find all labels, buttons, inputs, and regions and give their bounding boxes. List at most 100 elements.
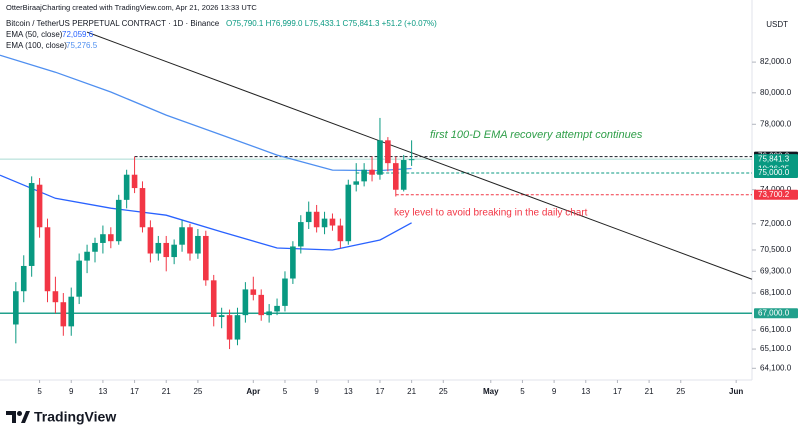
x-tick-label: 25 <box>676 387 685 396</box>
annotation: key level to avoid breaking in the daily… <box>394 208 588 219</box>
x-tick-label: 9 <box>552 387 557 396</box>
price-label-box <box>754 189 798 200</box>
candle-body <box>392 163 399 190</box>
price-label: 75,841.3 <box>758 154 790 163</box>
candle-body <box>385 140 391 164</box>
candle-body <box>258 294 265 316</box>
x-tick-label: Apr <box>246 387 260 396</box>
y-tick-label: 74,000.0 <box>760 185 792 194</box>
candle-body <box>400 160 407 190</box>
y-tick-label: 82,000.0 <box>760 57 792 66</box>
candle-body <box>282 278 288 306</box>
brand-name: TradingView <box>34 409 116 425</box>
candle-body <box>305 211 312 223</box>
y-tick-label: 68,100.0 <box>760 288 792 297</box>
x-tick-label: May <box>483 387 499 396</box>
legend-value: 75,276.5 <box>66 41 98 50</box>
candle-body <box>13 291 19 325</box>
y-tick-label: 66,100.0 <box>760 325 792 334</box>
plot-area <box>0 31 753 350</box>
candle-body <box>100 234 106 243</box>
y-tick-label: 70,500.0 <box>760 245 792 254</box>
candle-body <box>353 181 360 185</box>
candle-body <box>115 199 122 242</box>
legend-value: 72,059.6 <box>62 30 94 39</box>
candle-body <box>139 188 146 228</box>
y-tick-label: 78,000.0 <box>760 119 792 128</box>
candle-body <box>147 227 154 254</box>
candle-body <box>266 311 272 316</box>
x-tick-label: 5 <box>37 387 42 396</box>
candle-body <box>171 244 177 258</box>
attribution: OtterBiraajCharting created with Trading… <box>6 3 257 12</box>
legend-label: EMA (100, close) <box>6 41 67 50</box>
candle-body <box>203 235 209 281</box>
candle-body <box>84 251 90 261</box>
x-tick-label: 25 <box>193 387 202 396</box>
candle-body <box>321 218 328 228</box>
ohlc-readout: O75,790.1 H76,999.0 L75,433.1 C75,841.3 … <box>226 19 437 28</box>
candle-body <box>313 211 320 228</box>
x-tick-label: Jun <box>729 387 743 396</box>
price-label: 75,000.0 <box>758 168 790 177</box>
candle-body <box>20 265 27 292</box>
candle-body <box>298 222 304 247</box>
candle-body <box>369 169 375 175</box>
x-tick-label: 13 <box>581 387 590 396</box>
candle-body <box>234 315 241 340</box>
x-tick-label: 21 <box>407 387 416 396</box>
candle-body <box>155 242 162 254</box>
candle-body <box>123 174 130 200</box>
candle-body <box>108 234 114 242</box>
x-tick-label: 13 <box>98 387 107 396</box>
candle-body <box>361 169 367 182</box>
y-tick-label: 72,000.0 <box>760 219 792 228</box>
candle-body <box>179 227 185 245</box>
candle-body <box>131 174 138 189</box>
x-tick-label: 17 <box>376 387 385 396</box>
trendline <box>86 31 753 280</box>
x-tick-label: 21 <box>645 387 654 396</box>
ema-line <box>0 174 412 251</box>
candle-body <box>377 140 383 175</box>
x-tick-label: 17 <box>130 387 139 396</box>
candle-body <box>226 315 233 340</box>
y-tick-label: 80,000.0 <box>760 88 792 97</box>
y-tick-label: 65,100.0 <box>760 344 792 353</box>
candle-body <box>36 184 43 228</box>
x-tick-label: 17 <box>613 387 622 396</box>
candle-body <box>60 302 67 327</box>
price-label-box <box>754 168 798 179</box>
price-label-box <box>754 308 798 319</box>
currency: USDT <box>766 20 788 29</box>
x-tick-label: 5 <box>520 387 525 396</box>
y-tick-label: 69,300.0 <box>760 266 792 275</box>
candle-body <box>195 235 201 254</box>
chart-title: Bitcoin / TetherUS PERPETUAL CONTRACT · … <box>6 19 220 28</box>
candle-body <box>44 227 51 292</box>
x-tick-label: 25 <box>439 387 448 396</box>
candle-body <box>218 315 225 318</box>
candle-body <box>274 305 280 312</box>
axes: 82,000.0 80,000.0 78,000.0 74,000.0 72,000.0… <box>37 57 798 396</box>
x-tick-label: 9 <box>314 387 319 396</box>
legend-label: EMA (50, close) <box>6 30 63 39</box>
candle-body <box>345 184 352 242</box>
x-tick-label: 13 <box>344 387 353 396</box>
candle-body <box>329 218 336 226</box>
y-tick-label: 64,100.0 <box>760 363 792 372</box>
candle-body <box>28 183 35 266</box>
brand-logo <box>6 411 30 423</box>
candle-body <box>290 246 296 279</box>
candle-body <box>187 227 193 254</box>
candle-body <box>408 159 415 161</box>
price-label: 73,700.2 <box>758 190 790 199</box>
candle-body <box>242 289 249 316</box>
annotation: first 100-D EMA recovery attempt continu… <box>430 129 643 141</box>
candle-body <box>210 280 217 318</box>
price-label: 67,000.0 <box>758 308 790 317</box>
candle-body <box>92 242 98 252</box>
candle-body <box>52 291 59 303</box>
